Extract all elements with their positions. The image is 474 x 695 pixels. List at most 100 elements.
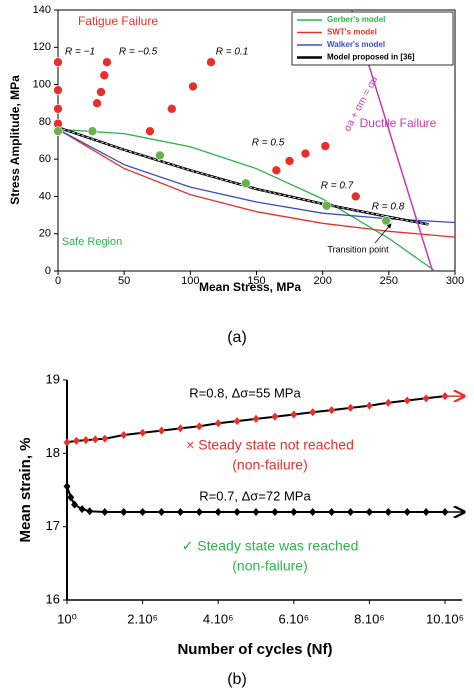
data-marker (441, 392, 449, 401)
x-tick-label: 0 (55, 275, 61, 287)
data-point (241, 178, 251, 189)
data-marker (365, 401, 373, 410)
data-marker (139, 428, 147, 437)
x-tick-label: 10.10⁶ (426, 611, 464, 626)
y-tick-label: 17 (46, 518, 60, 533)
data-point (381, 215, 391, 226)
data-marker (403, 508, 411, 516)
caption: (a) (227, 329, 247, 346)
y-tick-label: 120 (33, 41, 51, 53)
data-marker (252, 414, 260, 423)
annotation: R = 0.7 (321, 181, 354, 192)
data-point (206, 57, 216, 68)
y-tick-label: 100 (33, 78, 51, 90)
data-point (271, 165, 282, 176)
data-marker (309, 508, 317, 516)
annotation: ✓ Steady state was reached (182, 538, 359, 554)
y-axis-label: Mean strain, % (17, 437, 34, 542)
data-marker (328, 508, 336, 516)
legend-label: Model proposed in [36] (327, 53, 415, 62)
legend-label: Walker's model (327, 40, 385, 49)
annotation: Safe Region (62, 236, 123, 248)
data-point (92, 98, 102, 109)
y-tick-label: 40 (39, 190, 51, 202)
annotation: R = 0.1 (216, 47, 249, 58)
annotation: R = 0.5 (252, 138, 285, 149)
data-marker (252, 508, 260, 516)
data-marker (78, 505, 86, 514)
data-marker (233, 508, 241, 516)
y-tick-label: 80 (39, 116, 51, 128)
data-marker (139, 508, 147, 516)
x-tick-label: 10⁰ (57, 611, 77, 626)
data-point (284, 156, 295, 166)
data-marker (71, 500, 79, 509)
data-marker (101, 508, 109, 516)
data-point (300, 148, 311, 159)
data-point (53, 126, 63, 136)
data-marker (290, 508, 298, 516)
x-tick-label: 250 (380, 275, 398, 287)
data-marker (347, 403, 354, 412)
x-tick-label: 50 (118, 275, 130, 287)
legend-label: Gerber's model (327, 15, 385, 24)
x-tick-label: 150 (247, 275, 265, 287)
y-tick-label: 20 (39, 228, 51, 240)
data-marker (422, 394, 430, 403)
model-curve (57, 128, 456, 238)
data-marker (120, 508, 128, 516)
data-marker (214, 508, 222, 516)
data-point (53, 85, 63, 95)
x-tick-label: 2.10⁶ (127, 611, 158, 626)
data-marker (290, 410, 298, 419)
data-marker (158, 426, 165, 435)
data-point (350, 191, 361, 202)
data-point (96, 87, 106, 97)
y-tick-label: 16 (46, 591, 60, 606)
data-marker (176, 508, 184, 516)
data-marker (91, 435, 99, 444)
data-marker (195, 422, 203, 431)
data-marker (384, 398, 392, 407)
data-point (167, 104, 177, 114)
annotation: R = −1 (65, 47, 95, 58)
data-marker (101, 434, 109, 443)
annotation: (non-failure) (232, 558, 307, 574)
y-tick-label: 60 (39, 153, 51, 165)
data-marker (195, 508, 203, 516)
data-point (145, 126, 155, 136)
data-marker (384, 508, 392, 516)
y-tick-label: 140 (33, 4, 51, 16)
data-marker (328, 406, 336, 415)
x-tick-label: 200 (313, 275, 331, 287)
y-tick-label: 18 (46, 445, 60, 460)
data-marker (63, 438, 71, 447)
caption: (b) (227, 671, 247, 688)
x-tick-label: 4.10⁶ (203, 611, 234, 626)
data-marker (214, 419, 222, 428)
annotation: (non-failure) (232, 457, 307, 473)
legend-label: SWT's model (327, 28, 377, 37)
data-marker (309, 408, 317, 417)
data-marker (271, 508, 279, 516)
data-marker (82, 436, 90, 445)
annotation: R = 0.8 (372, 202, 405, 213)
y-tick-label: 0 (45, 265, 51, 277)
data-marker (67, 493, 75, 502)
annotation: Transition point (327, 244, 389, 254)
data-marker (271, 412, 279, 421)
x-axis-label: Number of cycles (Nf) (177, 641, 332, 658)
data-marker (72, 436, 80, 445)
data-marker (365, 508, 373, 516)
data-point (155, 150, 165, 161)
model-curve-dash (57, 127, 429, 225)
x-tick-label: 100 (181, 275, 199, 287)
data-marker (63, 482, 71, 491)
data-marker (233, 417, 241, 426)
transition-arrow (374, 223, 392, 244)
data-marker (422, 508, 430, 516)
data-point (102, 57, 112, 68)
x-tick-label: 6.10⁶ (278, 611, 309, 626)
y-axis-label: Stress Amplitude, MPa (8, 75, 22, 205)
